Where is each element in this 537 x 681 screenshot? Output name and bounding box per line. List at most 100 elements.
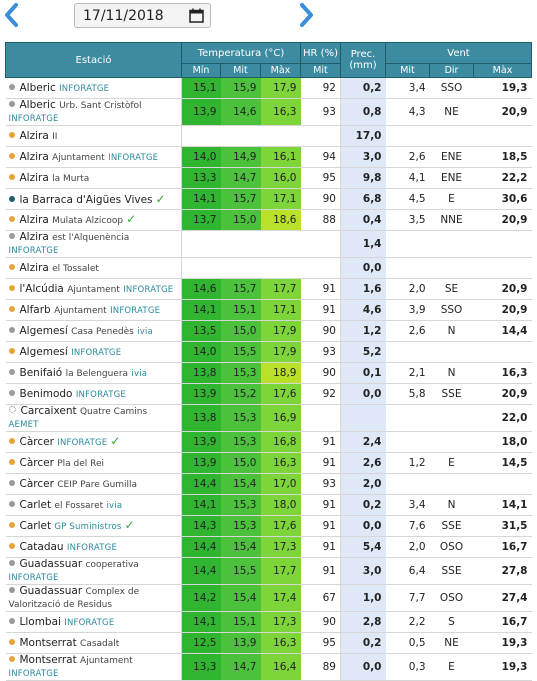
station-name: Llombai xyxy=(19,615,61,628)
hr-cell xyxy=(300,230,341,258)
station-row: Montserrat Casadalt 12,5 13,9 16,3 95 0,2 0,5 N… xyxy=(5,632,532,654)
status-dot xyxy=(8,522,15,528)
header-cell: Mit xyxy=(220,63,261,78)
wdir-cell: ENE xyxy=(429,146,474,168)
station-cell: la Barraca d'Aigües Vives ✓ xyxy=(5,188,182,210)
station-cell: Carlet GP Suministros ✓ xyxy=(5,515,182,537)
station-row: Alzira Ajuntament INFORATGE 14,0 14,9 16,1 9… xyxy=(5,146,532,168)
header-cell: Mit xyxy=(300,63,341,78)
tmin-cell: 14,1 xyxy=(181,494,221,516)
wmax-cell: 19,3 xyxy=(473,77,532,99)
date-input[interactable]: 17/11/2018 xyxy=(74,3,211,28)
wmax-cell: 22,2 xyxy=(473,167,532,189)
wmid-cell xyxy=(385,230,430,258)
tmax-cell: 16,8 xyxy=(260,431,301,453)
wmax-cell: 20,9 xyxy=(473,98,532,126)
tmin-cell: 14,1 xyxy=(181,188,221,210)
station-row: Algemesí Casa Penedès ivia 13,5 15,0 17,9 90… xyxy=(5,320,532,342)
station-source: ivia xyxy=(131,368,148,379)
station-name: Alzira xyxy=(19,129,49,142)
status-dot xyxy=(8,305,15,312)
tmid-cell: 15,1 xyxy=(220,611,261,633)
tmid-cell: 15,3 xyxy=(220,515,261,537)
tmax-cell: 17,7 xyxy=(260,557,301,585)
status-dot xyxy=(8,284,15,291)
prec-cell: 0,2 xyxy=(340,494,386,516)
header-cell: Dir xyxy=(429,63,474,78)
tmid-cell: 15,2 xyxy=(220,383,261,405)
tmin-cell: 13,5 xyxy=(181,320,221,342)
tmin-cell: 12,5 xyxy=(181,632,221,654)
sub-header-row: Mín Mit Màx Mit Mit Dir Màx xyxy=(6,63,532,78)
station-source: INFORATGE xyxy=(123,284,174,295)
prev-day-button[interactable] xyxy=(2,2,22,28)
wmid-cell xyxy=(385,257,430,279)
header-cell: Estació xyxy=(5,42,182,78)
tmax-cell: 17,3 xyxy=(260,611,301,633)
wmax-cell: 27,4 xyxy=(473,584,532,612)
wdir-cell: ENE xyxy=(429,167,474,189)
wmid-cell: 4,3 xyxy=(385,98,430,126)
tmid-cell: 13,9 xyxy=(220,632,261,654)
tmax-cell: 16,1 xyxy=(260,146,301,168)
station-row: Benifaió la Belenguera ivia 13,8 15,3 18,9 9… xyxy=(5,362,532,384)
hr-cell: 89 xyxy=(300,653,341,681)
station-row: Montserrat Ajuntament INFORATGE 13,3 14,7 1… xyxy=(5,653,532,681)
wdir-cell: SSO xyxy=(429,77,474,99)
tmax-cell xyxy=(260,125,301,147)
tmin-cell: 13,3 xyxy=(181,167,221,189)
station-cell: Càrcer CEIP Pare Gumilla xyxy=(5,473,182,495)
station-detail: Ajuntament xyxy=(67,284,120,295)
header-cell: Prec. (mm) xyxy=(340,42,386,78)
wdir-cell: E xyxy=(429,452,474,474)
hr-cell: 91 xyxy=(300,536,341,558)
prec-cell: 0,1 xyxy=(340,362,386,384)
wmax-cell: 22,0 xyxy=(473,404,532,432)
prec-cell: 6,8 xyxy=(340,188,386,210)
status-dot xyxy=(8,131,15,138)
tmin-cell: 13,9 xyxy=(181,431,221,453)
tmid-cell: 15,1 xyxy=(220,299,261,321)
prec-cell: 0,0 xyxy=(340,383,386,405)
next-day-button[interactable] xyxy=(296,2,316,28)
tmid-cell: 15,5 xyxy=(220,341,261,363)
hr-cell: 90 xyxy=(300,320,341,342)
hr-cell: 90 xyxy=(300,611,341,633)
station-name: Càrcer xyxy=(19,456,54,469)
table-body: Alberic INFORATGE 15,1 15,9 17,9 92 0,2 3,4 SSO… xyxy=(5,77,532,681)
wdir-cell: S xyxy=(429,611,474,633)
tmid-cell: 14,6 xyxy=(220,98,261,126)
station-name: Montserrat xyxy=(19,654,77,666)
station-name: Alberic xyxy=(19,99,56,111)
tmax-cell: 16,0 xyxy=(260,167,301,189)
prec-cell xyxy=(340,404,386,432)
wmid-cell: 7,7 xyxy=(385,584,430,612)
calendar-icon[interactable] xyxy=(189,8,204,23)
wmax-cell: 20,9 xyxy=(473,209,532,231)
wmax-cell: 16,7 xyxy=(473,536,532,558)
status-dot xyxy=(8,479,15,486)
hr-cell: 94 xyxy=(300,146,341,168)
check-icon: ✓ xyxy=(124,518,135,532)
status-dot xyxy=(8,101,15,107)
station-name: Carlet xyxy=(19,520,52,532)
station-detail: la Murta xyxy=(52,173,90,184)
wmid-cell xyxy=(385,404,430,432)
station-row: Benimodo INFORATGE 13,9 15,2 17,6 92 0,0 5,8 SS… xyxy=(5,383,532,405)
prec-cell: 1,6 xyxy=(340,278,386,300)
tmid-cell: 15,4 xyxy=(220,536,261,558)
status-dot xyxy=(8,500,15,507)
status-dot xyxy=(8,587,15,593)
prec-cell: 0,8 xyxy=(340,98,386,126)
station-name: Algemesí xyxy=(19,324,68,337)
station-source: INFORATGE xyxy=(108,152,159,163)
station-detail: la Belenguera xyxy=(65,368,129,379)
station-detail: Casadalt xyxy=(80,638,120,649)
hr-cell: 92 xyxy=(300,383,341,405)
station-row: Alzira la Murta 13,3 14,7 16,0 95 9,8 4,1 ENE 22… xyxy=(5,167,532,189)
station-name: Algemesí xyxy=(19,345,68,358)
station-name: Guadassuar xyxy=(19,585,83,597)
station-row: Alfarb Ajuntament INFORATGE 14,1 15,1 17,1 9… xyxy=(5,299,532,321)
prec-cell: 0,0 xyxy=(340,653,386,681)
